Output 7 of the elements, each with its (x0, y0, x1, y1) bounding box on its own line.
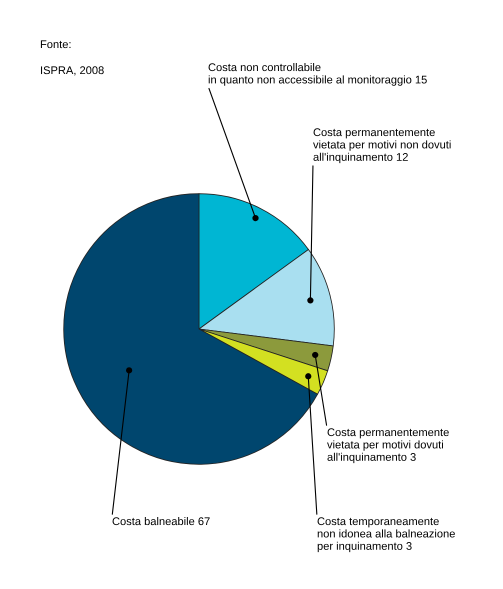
slice-label: Costa temporaneamente non idonea alla balneazione per inquinamento 3 (318, 517, 455, 552)
slice-label: Costa balneabile 67 (112, 517, 210, 526)
slice-label: Costa permanentemente vietata per motivi non dovuti all'inquinamento 12 (313, 128, 451, 164)
slice-label: Costa non controllabile in quanto non accessibile al monitoraggio 15 (208, 63, 427, 86)
source-note: Fonte: (40, 40, 70, 48)
text: ISPRA, 2008 (41, 66, 104, 76)
slice-label: Costa permanentemente vietata per motivi dovuti all'inquinamento 3 (327, 428, 449, 464)
